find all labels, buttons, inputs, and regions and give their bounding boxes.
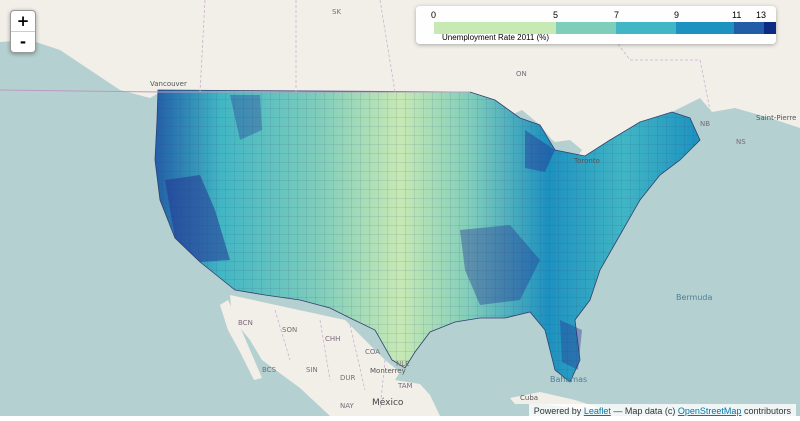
label-nle: NLE (396, 360, 410, 368)
label-cuba: Cuba (520, 394, 538, 402)
canada-us-border (0, 89, 470, 93)
legend-color-bar (434, 22, 786, 34)
label-bcn: BCN (238, 319, 253, 327)
label-bahamas: Bahamas (550, 375, 587, 384)
zoom-control: + - (10, 10, 36, 53)
legend-tick: 5 (553, 10, 559, 20)
legend-ticks: 0 5 7 9 11 13 (416, 10, 776, 22)
label-monterrey: Monterrey (370, 367, 406, 375)
label-son: SON (282, 326, 297, 334)
legend-swatch (676, 22, 734, 34)
province-borders (199, 0, 711, 111)
baja-land (220, 300, 262, 380)
label-nb: NB (700, 120, 710, 128)
label-dur: DUR (340, 374, 356, 382)
label-mexico: México (372, 397, 404, 408)
legend-swatch (556, 22, 616, 34)
legend-tick: 7 (614, 10, 620, 20)
label-chh: CHH (325, 335, 340, 343)
legend-tick: 0 (431, 10, 437, 20)
legend-tick: 13 (756, 10, 767, 20)
label-tam: TAM (397, 382, 413, 390)
label-nay: NAY (340, 402, 354, 410)
zoom-out-button[interactable]: - (11, 31, 35, 52)
legend-swatch (434, 22, 556, 34)
legend-tick: 9 (674, 10, 680, 20)
mexico-state-borders (274, 309, 386, 411)
leaflet-link[interactable]: Leaflet (583, 406, 611, 416)
legend-swatch (764, 22, 776, 34)
legend-swatch (616, 22, 676, 34)
legend-tick: 11 (732, 10, 742, 20)
label-coa: COA (365, 348, 380, 356)
label-ns: NS (736, 138, 746, 146)
mexico-land (230, 295, 440, 416)
label-on: ON (516, 70, 527, 78)
legend-title: Unemployment Rate 2011 (%) (442, 33, 550, 42)
label-bermuda: Bermuda (676, 293, 713, 302)
attribution: Powered by Leaflet — Map data (c) OpenSt… (528, 404, 796, 418)
label-sin: SIN (306, 366, 318, 374)
label-bcs: BCS (262, 366, 277, 374)
label-toronto: Toronto (573, 157, 600, 165)
legend-swatch (734, 22, 764, 34)
zoom-in-button[interactable]: + (16, 12, 30, 30)
attribution-prefix: Powered by (533, 406, 582, 416)
legend: 0 5 7 9 11 13 Unemployment Rate 2011 (%) (416, 6, 776, 44)
us-counties-choropleth (154, 89, 701, 383)
attribution-middle: — Map data (c) (613, 406, 676, 416)
label-vancouver: Vancouver (150, 80, 187, 88)
label-saint-pierre: Saint-Pierre (756, 114, 797, 122)
openstreetmap-link[interactable]: OpenStreetMap (677, 406, 742, 416)
attribution-suffix: contributors (743, 406, 791, 416)
label-sk: SK (332, 8, 341, 16)
